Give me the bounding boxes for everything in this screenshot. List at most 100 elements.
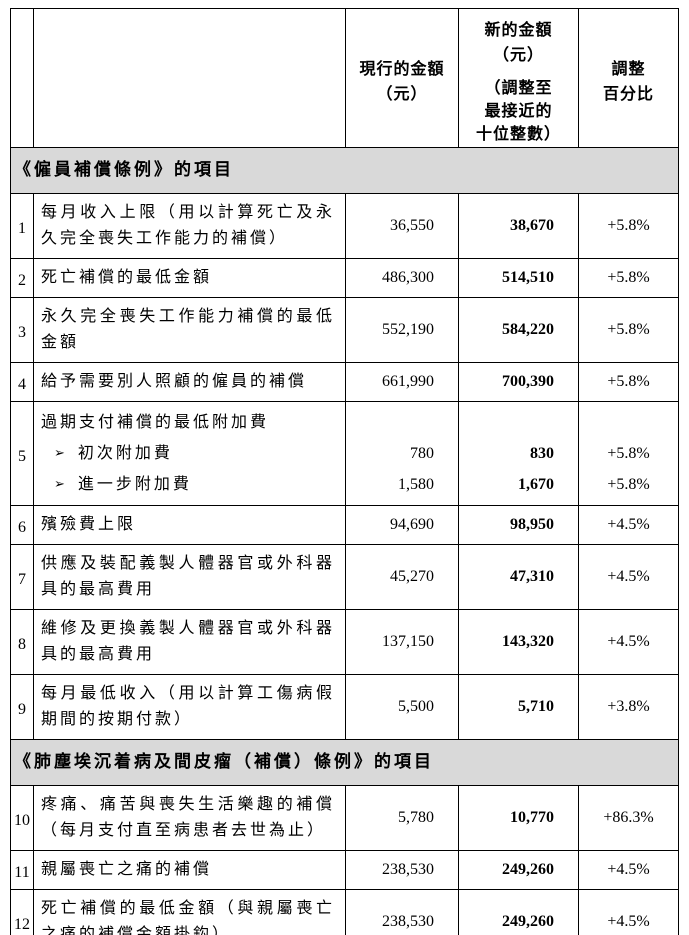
- row-number-cell: 8: [10, 609, 34, 675]
- item-cell: 疼痛、痛苦與喪失生活樂趣的補償（每月支付直至病患者去世為止）: [33, 785, 346, 851]
- new-amount-cell: 5,710: [458, 674, 579, 740]
- pct-cell: +4.5%: [578, 889, 679, 935]
- current-amount-cell: 137,150: [345, 609, 459, 675]
- pct-cell: +3.8%: [578, 674, 679, 740]
- table-row: 7 供應及裝配義製人體器官或外科器具的最高費用 45,270 47,310 +4…: [10, 544, 679, 610]
- new-amount-cell: 143,320: [458, 609, 579, 675]
- section-title-pneumoconiosis: 《肺塵埃沉着病及間皮瘤（補償）條例》的項目: [10, 739, 679, 786]
- new-amount-cell: 98,950: [458, 505, 579, 545]
- row-number-cell: 9: [10, 674, 34, 740]
- item-cell: 永久完全喪失工作能力補償的最低金額: [33, 297, 346, 363]
- table-row: 11 親屬喪亡之痛的補償 238,530 249,260 +4.5%: [10, 850, 679, 890]
- item-cell: 死亡補償的最低金額（與親屬喪亡之痛的補償金額掛鈎）: [33, 889, 346, 935]
- item-cell: 死亡補償的最低金額: [33, 258, 346, 298]
- row-number-cell: 11: [10, 850, 34, 890]
- table-row-surcharge: 5 過期支付補償的最低附加費 ➢ 初次附加費 ➢ 進一步附加費 780 1,580 …: [10, 401, 679, 506]
- header-new-label: 新的金額 （元）: [484, 22, 553, 64]
- pct-value: +5.8%: [607, 476, 650, 493]
- pct-cell: +5.8%: [578, 362, 679, 402]
- header-current-cell: 現行的金額 （元）: [345, 8, 459, 148]
- current-amount-cell: 36,550: [345, 193, 459, 259]
- row-number-cell: 12: [10, 889, 34, 935]
- row-number-cell: 6: [10, 505, 34, 545]
- pct-cell: +4.5%: [578, 505, 679, 545]
- arrow-bullet-icon: ➢: [54, 446, 65, 461]
- new-amount-cell: 830 1,670: [458, 401, 579, 506]
- table-row: 3 永久完全喪失工作能力補償的最低金額 552,190 584,220 +5.8…: [10, 297, 679, 363]
- row-number-cell: 5: [10, 401, 34, 506]
- surcharge-sub-label: 進一步附加費: [77, 476, 192, 493]
- item-cell: 殯殮費上限: [33, 505, 346, 545]
- surcharge-sub-label: 初次附加費: [77, 445, 173, 462]
- table-row: 1 每月收入上限（用以計算死亡及永久完全喪失工作能力的補償） 36,550 38…: [10, 193, 679, 259]
- item-cell: 親屬喪亡之痛的補償: [33, 850, 346, 890]
- pct-cell: +4.5%: [578, 850, 679, 890]
- new-amount-cell: 249,260: [458, 850, 579, 890]
- header-new-note: （調整至 最接近的 十位整數）: [475, 80, 561, 143]
- current-amount-cell: 45,270: [345, 544, 459, 610]
- item-cell: 給予需要別人照顧的僱員的補償: [33, 362, 346, 402]
- section-header-row-pneumoconiosis: 《肺塵埃沉着病及間皮瘤（補償）條例》的項目: [10, 739, 679, 786]
- new-amount-cell: 514,510: [458, 258, 579, 298]
- header-item-cell: [33, 8, 346, 148]
- pct-cell: +5.8% +5.8%: [578, 401, 679, 506]
- item-cell: 維修及更換義製人體器官或外科器具的最高費用: [33, 609, 346, 675]
- new-amount-cell: 700,390: [458, 362, 579, 402]
- current-amount-cell: 486,300: [345, 258, 459, 298]
- pct-cell: +4.5%: [578, 609, 679, 675]
- row-number-cell: 1: [10, 193, 34, 259]
- new-amount: 830: [530, 445, 554, 462]
- current-amount-cell: 238,530: [345, 889, 459, 935]
- new-amount-cell: 10,770: [458, 785, 579, 851]
- row-number-cell: 4: [10, 362, 34, 402]
- item-cell: 每月最低收入（用以計算工傷病假期間的按期付款）: [33, 674, 346, 740]
- pct-value: +5.8%: [607, 445, 650, 462]
- current-amount: 1,580: [398, 476, 434, 493]
- item-cell: 供應及裝配義製人體器官或外科器具的最高費用: [33, 544, 346, 610]
- new-amount-cell: 38,670: [458, 193, 579, 259]
- pct-cell: +5.8%: [578, 297, 679, 363]
- header-num-cell: [10, 8, 34, 148]
- table-header-row: 現行的金額 （元） 新的金額 （元） （調整至 最接近的 十位整數） 調整 百分…: [10, 8, 679, 148]
- current-amount-cell: 5,500: [345, 674, 459, 740]
- pct-cell: +5.8%: [578, 258, 679, 298]
- new-amount-cell: 249,260: [458, 889, 579, 935]
- pct-cell: +5.8%: [578, 193, 679, 259]
- compensation-table: 現行的金額 （元） 新的金額 （元） （調整至 最接近的 十位整數） 調整 百分…: [10, 8, 679, 935]
- pct-cell: +4.5%: [578, 544, 679, 610]
- surcharge-main-label: 過期支付補償的最低附加費: [41, 414, 270, 431]
- header-new-cell: 新的金額 （元） （調整至 最接近的 十位整數）: [458, 8, 579, 148]
- table-row: 8 維修及更換義製人體器官或外科器具的最高費用 137,150 143,320 …: [10, 609, 679, 675]
- current-amount-cell: 238,530: [345, 850, 459, 890]
- current-amount-cell: 94,690: [345, 505, 459, 545]
- pct-cell: +86.3%: [578, 785, 679, 851]
- section-title-eco: 《僱員補償條例》的項目: [10, 147, 679, 194]
- surcharge-sub-item: ➢ 初次附加費: [41, 438, 335, 469]
- arrow-bullet-icon: ➢: [54, 477, 65, 492]
- table-row: 6 殯殮費上限 94,690 98,950 +4.5%: [10, 505, 679, 545]
- current-amount: 780: [410, 445, 434, 462]
- header-current-label: 現行的金額 （元）: [359, 61, 445, 103]
- current-amount-cell: 780 1,580: [345, 401, 459, 506]
- item-cell: 過期支付補償的最低附加費 ➢ 初次附加費 ➢ 進一步附加費: [33, 401, 346, 506]
- new-amount-cell: 47,310: [458, 544, 579, 610]
- section-header-row-eco: 《僱員補償條例》的項目: [10, 147, 679, 194]
- surcharge-sub-item: ➢ 進一步附加費: [41, 469, 335, 500]
- row-number-cell: 7: [10, 544, 34, 610]
- new-amount-cell: 584,220: [458, 297, 579, 363]
- table-row: 9 每月最低收入（用以計算工傷病假期間的按期付款） 5,500 5,710 +3…: [10, 674, 679, 740]
- row-number-cell: 2: [10, 258, 34, 298]
- current-amount-cell: 552,190: [345, 297, 459, 363]
- row-number-cell: 3: [10, 297, 34, 363]
- table-row: 10 疼痛、痛苦與喪失生活樂趣的補償（每月支付直至病患者去世為止） 5,780 …: [10, 785, 679, 851]
- header-pct-label: 調整 百分比: [602, 61, 654, 103]
- item-cell: 每月收入上限（用以計算死亡及永久完全喪失工作能力的補償）: [33, 193, 346, 259]
- new-amount: 1,670: [518, 476, 554, 493]
- table-row: 2 死亡補償的最低金額 486,300 514,510 +5.8%: [10, 258, 679, 298]
- table-row: 4 給予需要別人照顧的僱員的補償 661,990 700,390 +5.8%: [10, 362, 679, 402]
- current-amount-cell: 661,990: [345, 362, 459, 402]
- header-pct-cell: 調整 百分比: [578, 8, 679, 148]
- current-amount-cell: 5,780: [345, 785, 459, 851]
- row-number-cell: 10: [10, 785, 34, 851]
